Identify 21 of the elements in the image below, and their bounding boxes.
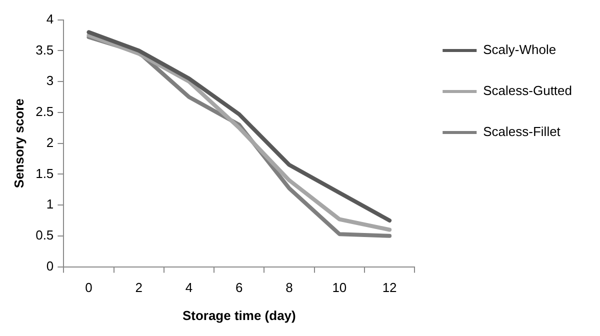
y-tick-label: 3.5 — [36, 42, 54, 58]
y-tick-label: 0.5 — [36, 228, 54, 243]
y-tick-label: 2.5 — [36, 104, 54, 120]
legend-label: Scaless-Fillet — [483, 124, 561, 140]
legend-label: Scaly-Whole — [483, 42, 556, 58]
x-tick-label: 2 — [135, 280, 142, 296]
y-tick-label: 3 — [46, 73, 54, 88]
x-tick-label: 12 — [382, 280, 397, 296]
legend-label: Scaless-Gutted — [483, 83, 572, 98]
x-tick-label: 10 — [332, 280, 347, 296]
x-tick-label: 8 — [286, 280, 293, 296]
y-tick-label: 0 — [46, 258, 54, 274]
y-axis-title: Sensory score — [11, 98, 26, 188]
y-tick-label: 4 — [46, 11, 54, 26]
y-tick-label: 2 — [46, 134, 54, 150]
x-axis-title: Storage time (day) — [182, 308, 296, 323]
x-tick-label: 0 — [85, 280, 92, 296]
x-tick-label: 6 — [236, 280, 243, 296]
y-tick-label: 1.5 — [36, 166, 54, 181]
x-tick-label: 4 — [185, 280, 193, 296]
y-tick-label: 1 — [46, 196, 54, 212]
